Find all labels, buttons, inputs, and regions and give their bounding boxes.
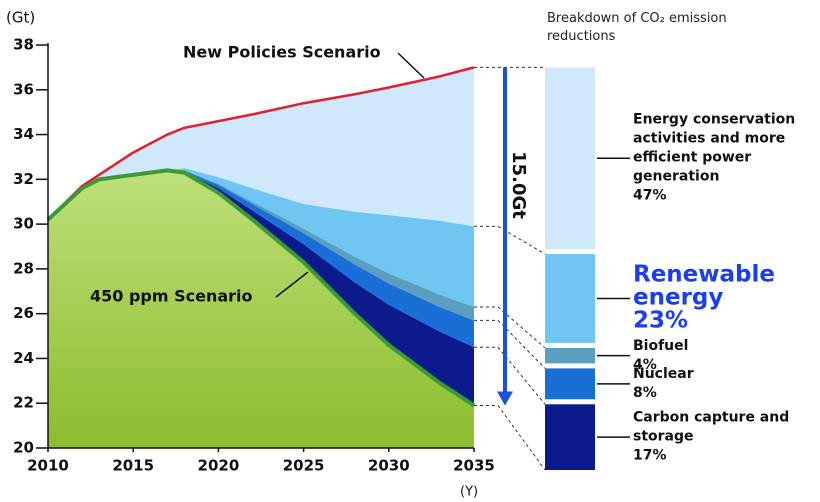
y-tick-label: 32 [13,170,34,188]
value-label: 47% [633,187,667,204]
y-tick-label: 34 [13,125,34,143]
category-name: Renewable energy [633,261,775,311]
breakdown-label: Renewable energy 23% [633,261,818,334]
x-tick-label: 2025 [283,457,325,475]
category-name: Carbon capture and storage [633,409,790,445]
ppm-leader [275,271,309,298]
breakdown-segment [545,254,595,343]
y-tick-label: 30 [13,215,34,233]
breakdown-label: Carbon capture and storage 17% [633,409,818,466]
breakdown-segment [545,404,595,470]
category-name: Biofuel [633,337,689,354]
category-name: Energy conservation activities and more … [633,111,796,185]
y-tick-label: 38 [13,36,34,54]
gap-label: 15.0Gt [508,151,529,219]
area-450 [48,170,474,448]
breakdown-segment [545,347,595,364]
x-tick-label: 2015 [112,457,154,475]
breakdown-title: Breakdown of CO₂ emission reductions [547,11,727,44]
breakdown-label: Nuclear 8% [633,365,818,403]
x-tick-label: 2035 [453,457,495,475]
y-axis-label: (Gt) [6,9,35,27]
ppm-label: 450 ppm Scenario [90,287,253,306]
gap-arrow-head [497,391,513,406]
x-tick-label: 2030 [368,457,410,475]
value-label: 8% [633,384,657,401]
y-tick-label: 36 [13,80,34,98]
y-tick-label: 28 [13,259,34,277]
breakdown-segment [545,368,595,400]
breakdown-label: Energy conservation activities and more … [633,111,818,206]
value-label: 17% [633,447,667,464]
x-axis-label: (Y) [460,485,478,500]
value-label: 4% [633,356,657,373]
x-tick-label: 2010 [27,457,69,475]
wedge-area [48,170,474,406]
y-tick-label: 20 [13,439,34,457]
breakdown-segment [545,67,595,250]
y-tick-label: 22 [13,394,34,412]
nps-leader [397,52,425,79]
nps-label: New Policies Scenario [183,43,381,62]
connector [497,320,546,369]
wedge-area [48,168,474,307]
value-label: 23% [633,307,689,334]
series-line [47,66,475,221]
connector [497,306,546,349]
y-tick-label: 24 [13,349,34,367]
breakdown-label: Biofuel 4% [633,337,818,375]
y-tick-label: 26 [13,304,34,322]
connector [497,405,546,471]
wedge-area [48,67,474,227]
series-line [46,168,476,408]
x-tick-label: 2020 [198,457,240,475]
category-name: Nuclear [633,365,694,382]
